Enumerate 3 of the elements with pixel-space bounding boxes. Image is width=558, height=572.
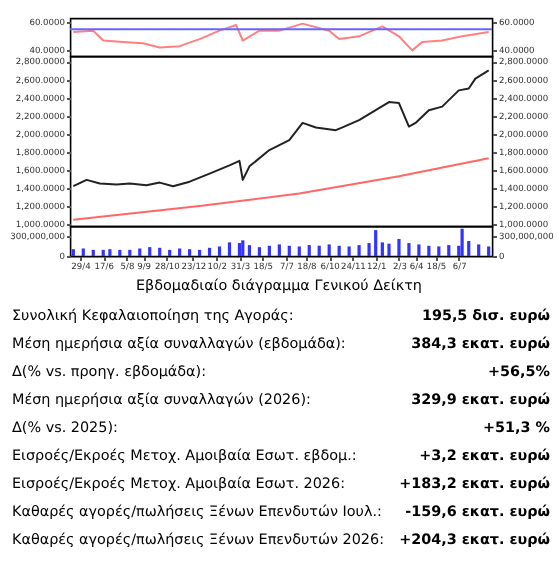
line-series — [72, 157, 490, 221]
line-series — [72, 22, 490, 52]
line-series — [72, 69, 490, 188]
